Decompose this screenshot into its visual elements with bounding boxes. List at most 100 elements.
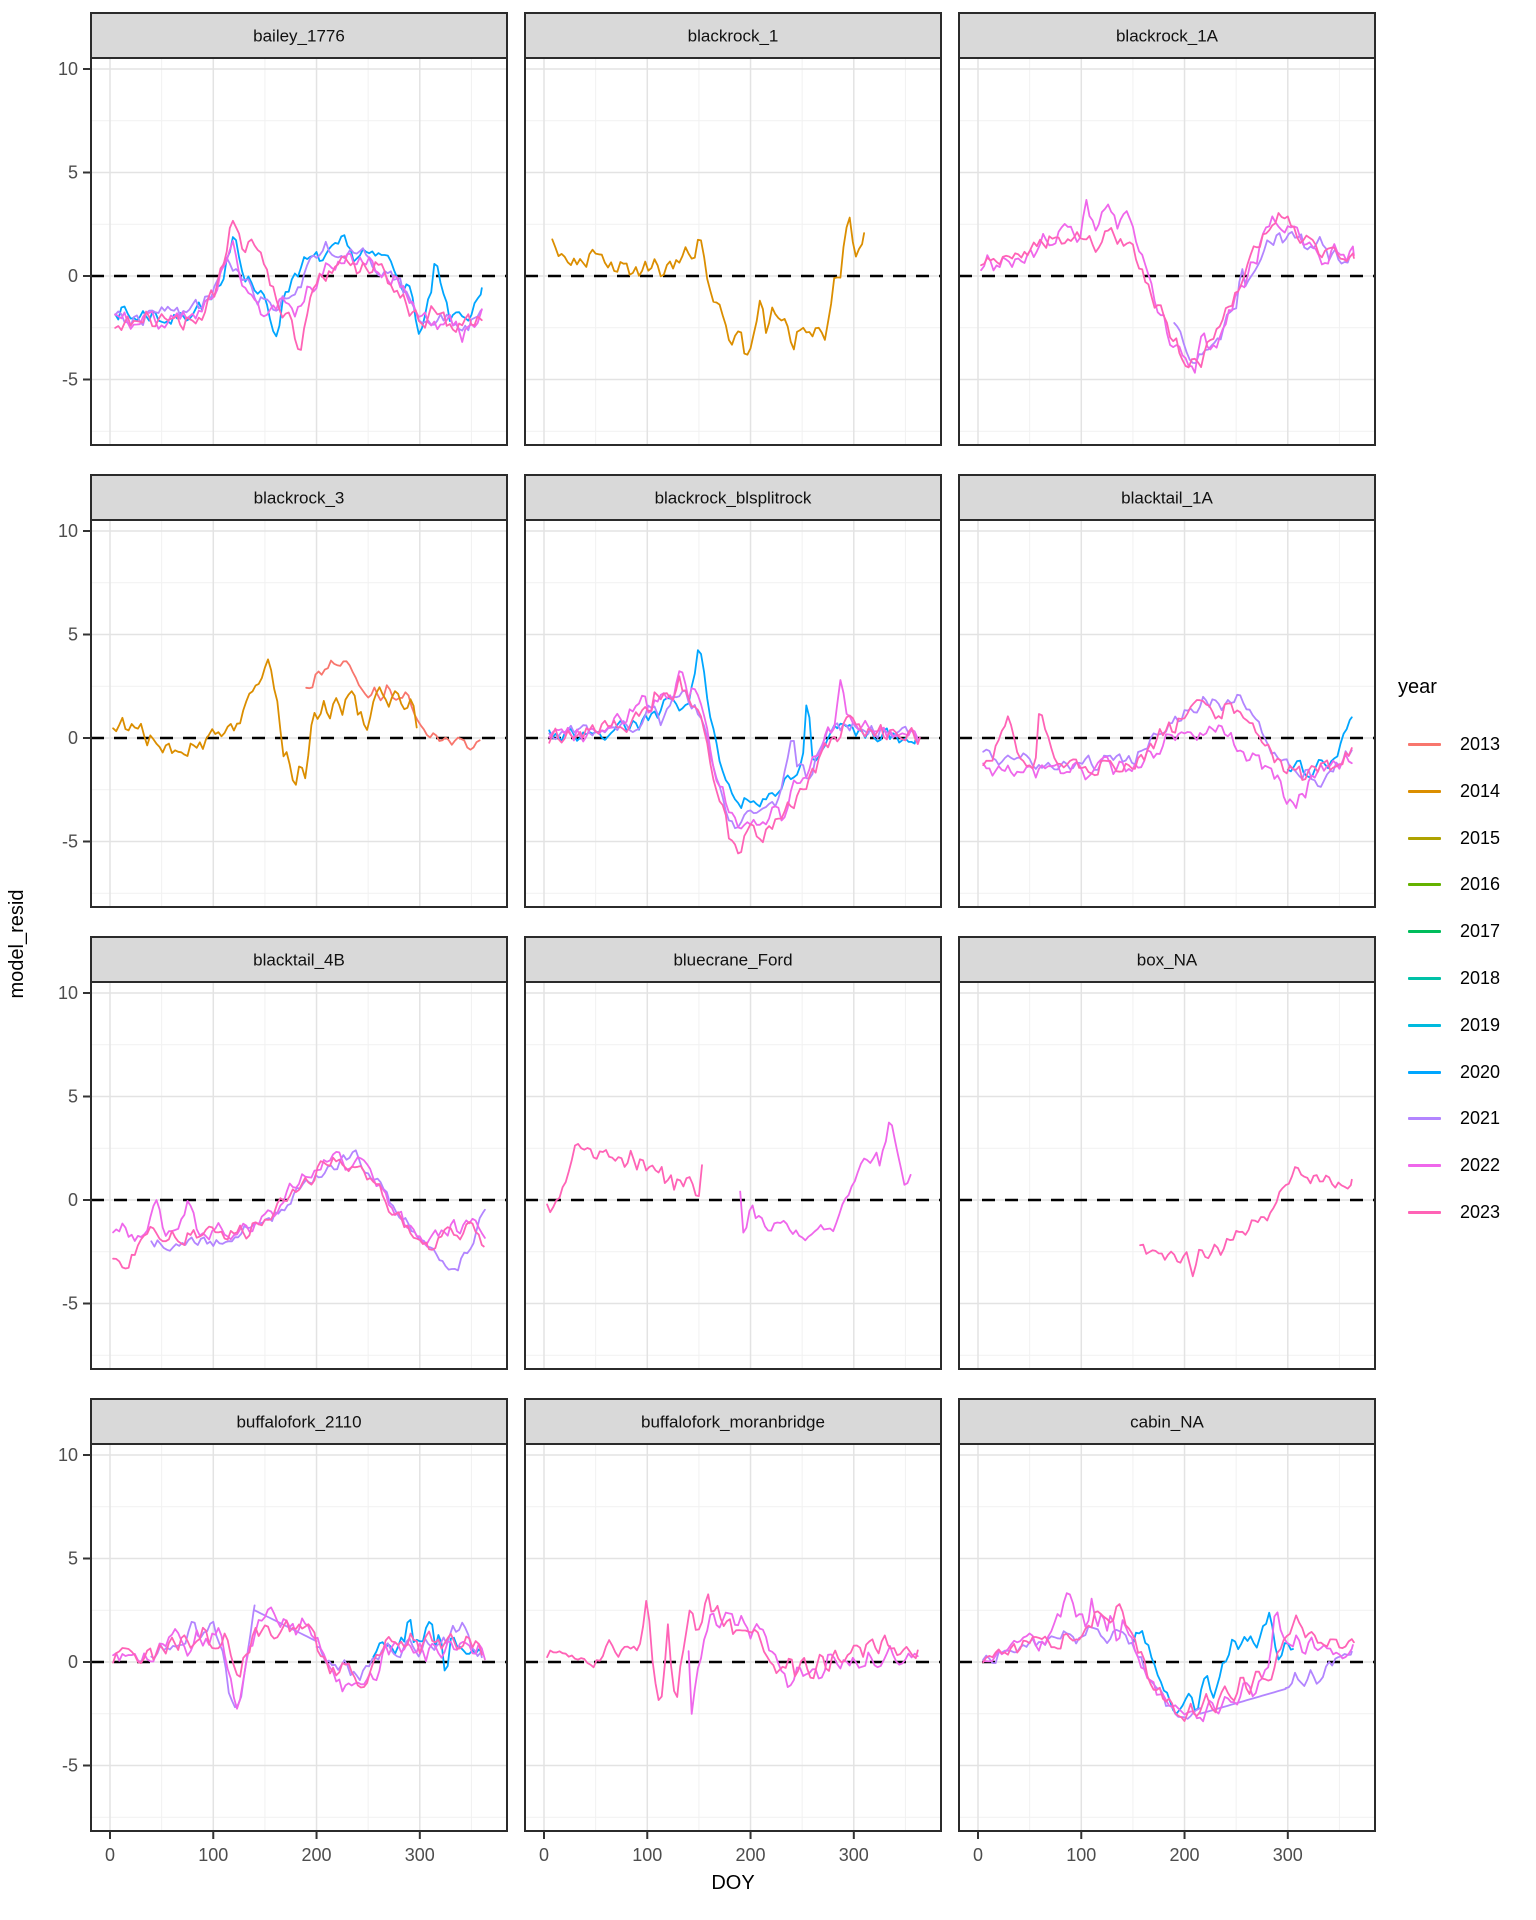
legend-key-line [1408,1070,1441,1074]
facet-strip [524,1398,942,1445]
facet-strip [90,936,508,983]
facet-title: blackrock_3 [254,489,345,508]
series-line-2022 [739,1121,912,1242]
x-tick-label: 200 [302,1845,332,1865]
legend-label: 2018 [1460,968,1501,988]
y-tick-label: -5 [62,1756,78,1776]
x-tick-label: 100 [632,1845,662,1865]
facet-strip [90,1398,508,1445]
x-tick-label: 0 [973,1845,983,1865]
x-axis-title: DOY [711,1872,755,1894]
series-line-2023 [546,1593,919,1701]
y-tick-label: 10 [58,983,78,1003]
series-line-2023 [1139,1166,1353,1278]
legend-key-line [1408,1117,1441,1121]
facet-panel: cabin_NA 0 100 200 300 [958,1398,1376,1865]
legend-label: 2016 [1460,874,1501,895]
y-tick-label: 10 [58,1445,78,1465]
facet-strip [958,936,1376,983]
legend-label: 2021 [1460,1108,1501,1129]
series-line-2022 [687,1611,919,1715]
legend-label: 2019 [1460,1014,1501,1035]
facet-strip [524,12,942,59]
facet-strip [958,1398,1376,1445]
series-line-2023 [114,219,483,351]
legend-key-line [1408,1164,1441,1168]
x-tick-label: 200 [736,1845,766,1865]
facet-panel: buffalofork_2110 10 5 0 -5 0 100 200 300 [58,1398,508,1865]
legend-label: 2017 [1460,921,1501,942]
series-line-2022 [982,724,1353,809]
y-tick-label: -5 [62,370,78,390]
facet-strip [90,474,508,521]
y-axis-title: model_resid [6,889,28,999]
facet-panel: buffalofork_moranbridge 0 100 200 300 [524,1398,942,1865]
facet-strip [90,12,508,59]
series-line-2014 [551,216,865,356]
facet-strip [958,12,1376,59]
x-tick-label: 0 [105,1845,115,1865]
facet-panel: box_NA [958,936,1376,1370]
facet-title: blackrock_1A [1116,27,1219,46]
series-line-2023 [982,699,1353,781]
facet-panel: blacktail_1A [958,474,1376,908]
legend-key-line [1408,1211,1441,1214]
series-line-2021 [150,1149,486,1272]
legend-title: year [1398,676,1437,698]
facet-title: blacktail_1A [1121,489,1213,508]
series-line-2023 [112,1619,483,1689]
series-line-2023 [112,1156,485,1270]
y-tick-label: 0 [68,266,78,286]
y-tick-label: 5 [68,1549,78,1569]
series-line-2022 [112,1606,486,1710]
series-line-2022 [112,1151,486,1247]
y-tick-label: 5 [68,1087,78,1107]
x-tick-label: 100 [198,1845,228,1865]
facet-strip [524,474,942,521]
series-line-2021 [315,1621,483,1681]
x-tick-label: 300 [839,1845,869,1865]
x-tick-label: 300 [405,1845,435,1865]
legend-key-line [1408,883,1441,887]
series-line-2023 [548,675,921,855]
series-line-2022 [982,1592,1354,1723]
legend-label: 2020 [1460,1061,1501,1082]
y-tick-label: 0 [68,728,78,748]
legend-key-line [1408,930,1441,934]
series-line-2014 [112,658,418,786]
facet-panel: blackrock_1A [958,12,1376,446]
series-line-2022 [114,240,483,343]
legend-label: 2013 [1460,734,1501,754]
facet-strip [524,936,942,983]
series-line-2021 [114,240,483,332]
legend-key-line [1408,743,1441,746]
series-line-2013 [305,659,481,751]
facet-title: bluecrane_Ford [673,951,792,970]
legend-key-line [1408,977,1441,980]
series-line-2022 [548,670,919,830]
legend-key-line [1408,789,1441,793]
series-line-2020 [1286,716,1353,779]
y-tick-label: 0 [68,1190,78,1210]
facet-title: bailey_1776 [253,27,345,46]
facet-panel: blackrock_1 [524,12,942,446]
facet-panel: bailey_1776 10 5 0 -5 [58,12,508,446]
x-tick-label: 300 [1273,1845,1303,1865]
facet-panel: blackrock_3 10 5 0 -5 [58,474,508,908]
facet-title: buffalofork_moranbridge [641,1413,825,1432]
facet-strip [958,474,1376,521]
y-tick-label: 10 [58,59,78,79]
series-line-2023 [980,212,1355,369]
legend-label: 2022 [1460,1155,1501,1176]
y-tick-label: 5 [68,163,78,183]
legend-key-line [1408,1023,1441,1027]
x-tick-label: 200 [1170,1845,1200,1865]
y-tick-label: -5 [62,1294,78,1314]
facet-title: blackrock_blsplitrock [655,489,812,508]
legend-key-line [1408,836,1441,840]
facet-title: box_NA [1137,951,1198,970]
x-tick-label: 0 [539,1845,549,1865]
y-tick-label: 0 [68,1652,78,1672]
